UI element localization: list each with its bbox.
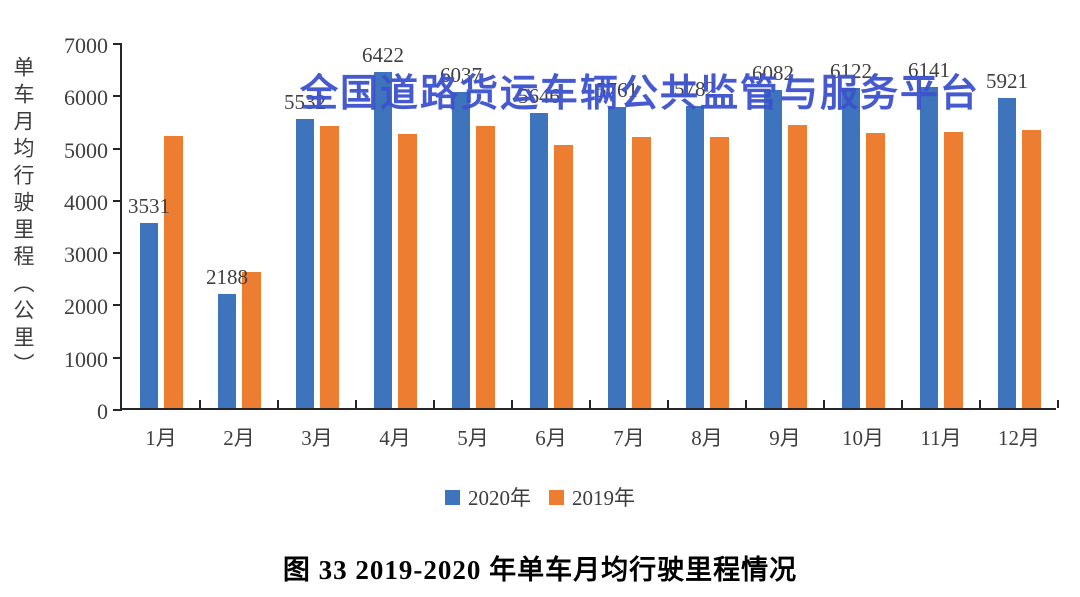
- y-axis-tick: [113, 304, 122, 307]
- y-axis-label-4000: 4000: [64, 189, 108, 215]
- x-axis-label-12月: 12月: [998, 426, 1040, 450]
- legend-label-2020年: 2020年: [468, 486, 531, 510]
- x-axis-tick: [823, 400, 825, 408]
- x-axis-tick: [511, 400, 513, 408]
- y-axis-tick: [113, 252, 122, 255]
- y-axis-label-3000: 3000: [64, 242, 108, 268]
- bar-2019-3月: [320, 125, 339, 408]
- data-label-2020-10月: 6122: [830, 58, 872, 83]
- bar-2019-12月: [1022, 129, 1041, 408]
- x-axis-tick: [355, 400, 357, 408]
- bar-2020-12月: [998, 98, 1016, 408]
- bar-2019-8月: [710, 136, 729, 408]
- legend-swatch-2020年: [445, 489, 460, 505]
- x-axis-label-8月: 8月: [691, 426, 723, 450]
- x-axis-tick: [901, 400, 903, 408]
- x-axis-tick: [979, 400, 981, 408]
- x-axis-tick: [433, 400, 435, 408]
- legend-swatch-2019年: [549, 489, 564, 505]
- x-axis-tick: [277, 400, 279, 408]
- watermark-text: 全国道路货运车辆公共监管与服务平台: [300, 73, 981, 115]
- data-label-2020-2月: 2188: [206, 264, 248, 289]
- x-axis-tick: [667, 400, 669, 408]
- x-axis-label-6月: 6月: [535, 426, 567, 450]
- bar-2020-4月: [374, 72, 392, 408]
- bar-2019-1月: [164, 135, 183, 408]
- y-axis-tick: [113, 199, 122, 202]
- y-axis-tick: [113, 95, 122, 98]
- x-axis-tick: [199, 400, 201, 408]
- legend-label-2019年: 2019年: [572, 486, 635, 510]
- data-label-2020-9月: 6082: [752, 61, 794, 85]
- x-axis-tick: [589, 400, 591, 408]
- y-axis-label-7000: 7000: [64, 33, 108, 58]
- x-axis-label-4月: 4月: [379, 426, 411, 450]
- data-label-2020-1月: 3531: [128, 194, 170, 219]
- y-axis-label-0: 0: [97, 399, 108, 424]
- bar-2020-6月: [530, 112, 548, 408]
- bar-2020-9月: [764, 90, 782, 408]
- y-axis-label-6000: 6000: [64, 85, 108, 111]
- bar-2020-8月: [686, 105, 704, 408]
- y-axis-label-2000: 2000: [64, 294, 108, 320]
- x-axis-label-3月: 3月: [301, 426, 333, 450]
- bar-2020-3月: [296, 118, 314, 408]
- x-axis-label-9月: 9月: [769, 426, 801, 450]
- bar-2020-1月: [140, 223, 158, 408]
- y-axis-title: 单车月均行驶里程（公里）: [11, 56, 35, 380]
- y-axis-tick: [113, 356, 122, 359]
- data-label-2020-8月: 5782: [674, 76, 716, 101]
- x-axis-tick: [1057, 400, 1059, 408]
- x-axis-tick: [745, 400, 747, 408]
- bar-2019-2月: [242, 272, 261, 408]
- data-label-2020-12月: 5921: [986, 69, 1028, 94]
- y-axis-tick: [113, 147, 122, 150]
- bar-2020-10月: [842, 87, 860, 408]
- data-label-2020-6月: 5646: [518, 83, 560, 108]
- data-label-2020-5月: 6037: [440, 63, 482, 88]
- plot-area: 3531 1月 2188 2月 5532 3月 6422 4月 6037 5月 5646 6月 5761…: [64, 33, 1059, 450]
- x-axis-label-1月: 1月: [145, 426, 177, 450]
- bar-2019-11月: [944, 131, 963, 408]
- x-axis-label-5月: 5月: [457, 426, 489, 450]
- y-axis-label-1000: 1000: [64, 346, 108, 372]
- x-axis-label-11月: 11月: [920, 426, 962, 450]
- data-label-2020-3月: 5532: [284, 89, 326, 114]
- bar-2020-2月: [218, 293, 236, 408]
- x-axis-label-7月: 7月: [613, 426, 645, 450]
- bar-2019-10月: [866, 133, 885, 408]
- x-axis-label-10月: 10月: [842, 426, 884, 450]
- y-axis-tick: [113, 43, 122, 45]
- figure-caption: 图 33 2019-2020 年单车月均行驶里程情况: [282, 555, 798, 585]
- bar-2020-7月: [608, 106, 626, 408]
- bar-2019-7月: [632, 136, 651, 408]
- legend: 2020年 2019年: [0, 482, 1080, 512]
- bar-2019-4月: [398, 133, 417, 408]
- bar-2019-9月: [788, 124, 807, 408]
- bar-2020-5月: [452, 92, 470, 408]
- y-axis-tick: [113, 409, 122, 411]
- bar-2019-6月: [554, 144, 573, 408]
- data-label-2020-4月: 6422: [362, 43, 404, 68]
- legend-item-2019年: 2019年: [549, 482, 635, 512]
- data-label-2020-7月: 5761: [596, 77, 638, 102]
- bar-2019-5月: [476, 125, 495, 408]
- x-axis-label-2月: 2月: [223, 426, 255, 450]
- y-axis-label-5000: 5000: [64, 137, 108, 163]
- data-label-2020-11月: 6141: [908, 57, 950, 82]
- legend-item-2020年: 2020年: [445, 482, 531, 512]
- bar-2020-11月: [920, 86, 938, 408]
